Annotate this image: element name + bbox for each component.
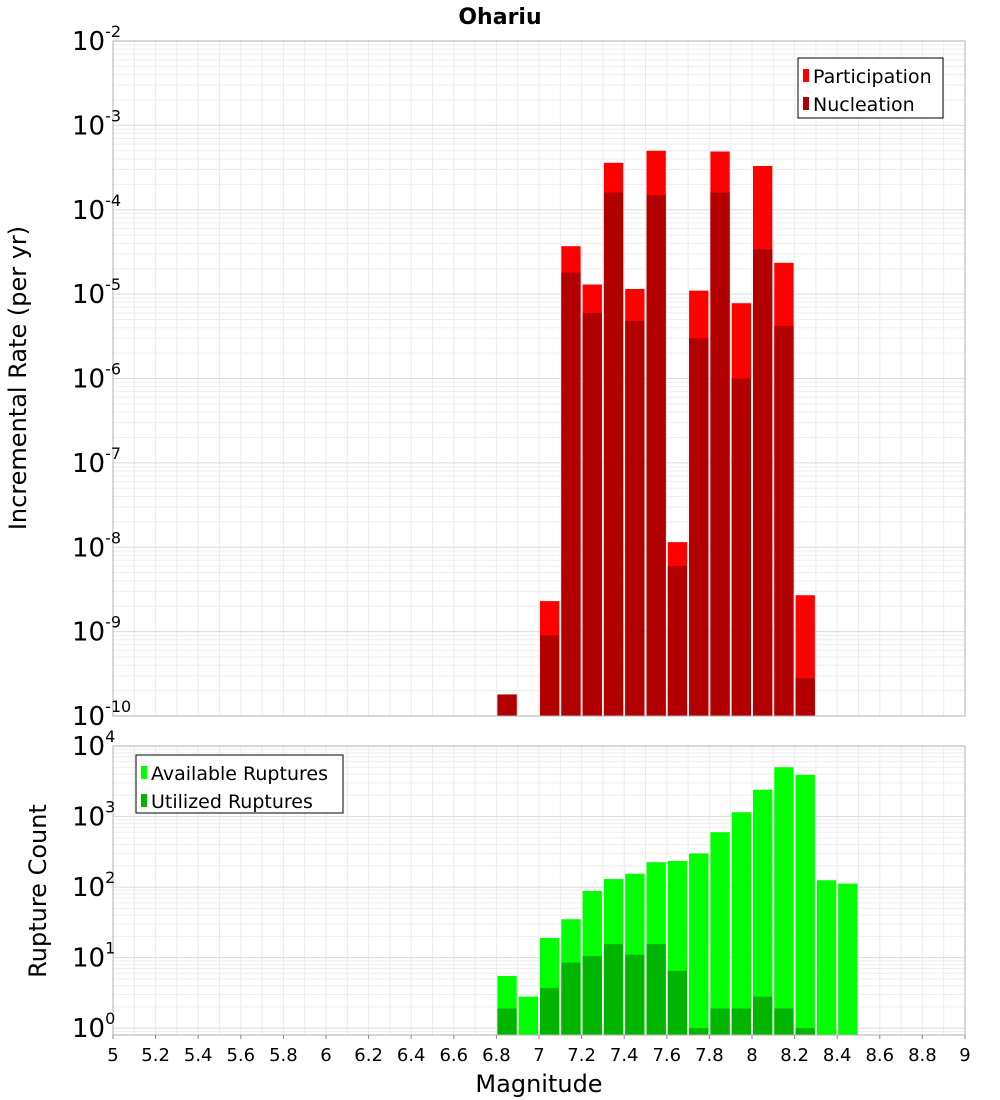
x-tick-label: 6.6	[439, 1045, 468, 1066]
top-y-axis-label: Incremental Rate (per yr)	[4, 226, 32, 530]
bottom-legend-label: Utilized Ruptures	[151, 791, 313, 813]
top-bar-nucleation	[689, 338, 709, 716]
x-tick-label: 5	[107, 1045, 118, 1066]
top-grid	[112, 40, 966, 717]
bottom-ytick-label: 100	[72, 1009, 115, 1044]
x-tick-label: 5.4	[184, 1045, 213, 1066]
bottom-bar-utilized	[497, 1008, 517, 1035]
top-ytick-label: 10-7	[72, 444, 121, 479]
bottom-bar-utilized	[582, 956, 602, 1035]
bottom-bar-utilized	[753, 996, 773, 1035]
bottom-legend: Available Ruptures Utilized Ruptures	[135, 754, 344, 814]
x-tick-label: 5.8	[269, 1045, 298, 1066]
bottom-ytick-label: 103	[72, 798, 115, 833]
bottom-y-ticks: 100 101 102 103 104	[72, 727, 115, 1044]
bottom-bar-utilized	[774, 1008, 794, 1035]
top-bar-nucleation	[540, 635, 560, 716]
x-tick-label: 7.6	[652, 1045, 681, 1066]
x-axis-label: Magnitude	[475, 1070, 602, 1098]
top-ytick-label: 10-4	[72, 191, 121, 226]
bottom-bar-utilized	[561, 962, 581, 1035]
bottom-bar-available	[710, 832, 730, 1035]
top-bar-nucleation	[753, 249, 773, 716]
bottom-bar-utilized	[540, 988, 560, 1035]
x-tick-label: 6.8	[482, 1045, 511, 1066]
bottom-bar-utilized	[795, 1028, 815, 1035]
x-tick-label: 6	[320, 1045, 331, 1066]
x-tick-label: 7.2	[567, 1045, 596, 1066]
bottom-bar-utilized	[710, 1008, 730, 1035]
top-bar-nucleation	[561, 272, 581, 716]
top-ytick-label: 10-3	[72, 106, 121, 141]
top-bar-nucleation	[795, 678, 815, 716]
bottom-ytick-label: 104	[72, 727, 115, 762]
bottom-bar-available	[774, 767, 794, 1035]
bottom-bar-available	[838, 883, 858, 1035]
x-tick-label: 6.4	[397, 1045, 426, 1066]
bottom-series-utilized	[497, 944, 815, 1035]
top-bar-nucleation	[731, 378, 751, 716]
bottom-legend-box	[135, 754, 344, 814]
x-tick-label: 7.8	[695, 1045, 724, 1066]
top-ytick-label: 10-2	[72, 22, 121, 57]
x-tick-label: 8.6	[865, 1045, 894, 1066]
bottom-legend-label: Available Ruptures	[151, 763, 328, 785]
x-tick-label: 7.4	[610, 1045, 639, 1066]
top-ytick-label: 10-5	[72, 275, 121, 310]
bottom-bar-utilized	[689, 1028, 709, 1035]
top-plot-border	[112, 40, 966, 717]
top-ytick-label: 10-6	[72, 360, 121, 395]
top-bar-nucleation	[710, 192, 730, 717]
bottom-y-axis-label: Rupture Count	[24, 804, 52, 978]
x-ticks: 5 5.2 5.4 5.6 5.8 6 6.2 6.4 6.6 6.8 7 7.2 7.4 7.6 7.8 8…	[107, 1035, 971, 1066]
top-bar-nucleation	[667, 565, 688, 716]
bottom-legend-swatch	[141, 766, 147, 779]
x-tick-label: 8.2	[780, 1045, 809, 1066]
top-series-nucleation	[497, 192, 815, 717]
x-tick-label: 8.8	[908, 1045, 937, 1066]
bottom-bar-available	[689, 853, 709, 1035]
bottom-bar-available	[753, 789, 773, 1035]
bottom-bar-available	[731, 812, 751, 1035]
bottom-ytick-label: 102	[72, 868, 115, 903]
top-legend-label: Nucleation	[813, 94, 915, 116]
x-tick-label: 9	[959, 1045, 970, 1066]
x-tick-label: 8	[746, 1045, 757, 1066]
top-ytick-label: 10-10	[72, 697, 131, 732]
top-legend-swatch	[803, 69, 809, 82]
top-bar-nucleation	[603, 192, 624, 717]
bottom-bar-available	[795, 774, 815, 1035]
top-ytick-label: 10-8	[72, 528, 121, 563]
top-legend-label: Participation	[813, 66, 932, 88]
bottom-legend-swatch	[141, 794, 147, 807]
top-bar-nucleation	[625, 321, 645, 716]
top-bar-nucleation	[774, 325, 794, 716]
top-bar-nucleation	[497, 694, 517, 716]
bottom-bar-utilized	[603, 944, 624, 1035]
chart-title: Ohariu	[458, 5, 541, 30]
x-tick-label: 5.2	[141, 1045, 170, 1066]
x-tick-label: 8.4	[823, 1045, 852, 1066]
bottom-ytick-label: 101	[72, 939, 115, 974]
x-tick-label: 5.6	[226, 1045, 255, 1066]
bottom-bar-available	[518, 996, 538, 1035]
bottom-bar-available	[816, 880, 837, 1035]
top-legend-box	[797, 57, 944, 119]
x-tick-label: 7	[533, 1045, 544, 1066]
top-y-ticks: 10-10 10-9 10-8 10-7 10-6 10-5 10-4 10-3 10-2	[72, 22, 131, 732]
bottom-bar-utilized	[625, 954, 645, 1035]
top-ytick-label: 10-9	[72, 613, 121, 648]
bottom-bar-utilized	[646, 944, 666, 1035]
x-tick-label: 6.2	[354, 1045, 383, 1066]
top-bar-nucleation	[582, 312, 602, 716]
bottom-bar-utilized	[667, 970, 688, 1035]
top-bar-nucleation	[646, 194, 666, 716]
top-legend: Participation Nucleation	[797, 57, 944, 119]
bottom-bar-utilized	[731, 1008, 751, 1035]
top-legend-swatch	[803, 97, 809, 110]
